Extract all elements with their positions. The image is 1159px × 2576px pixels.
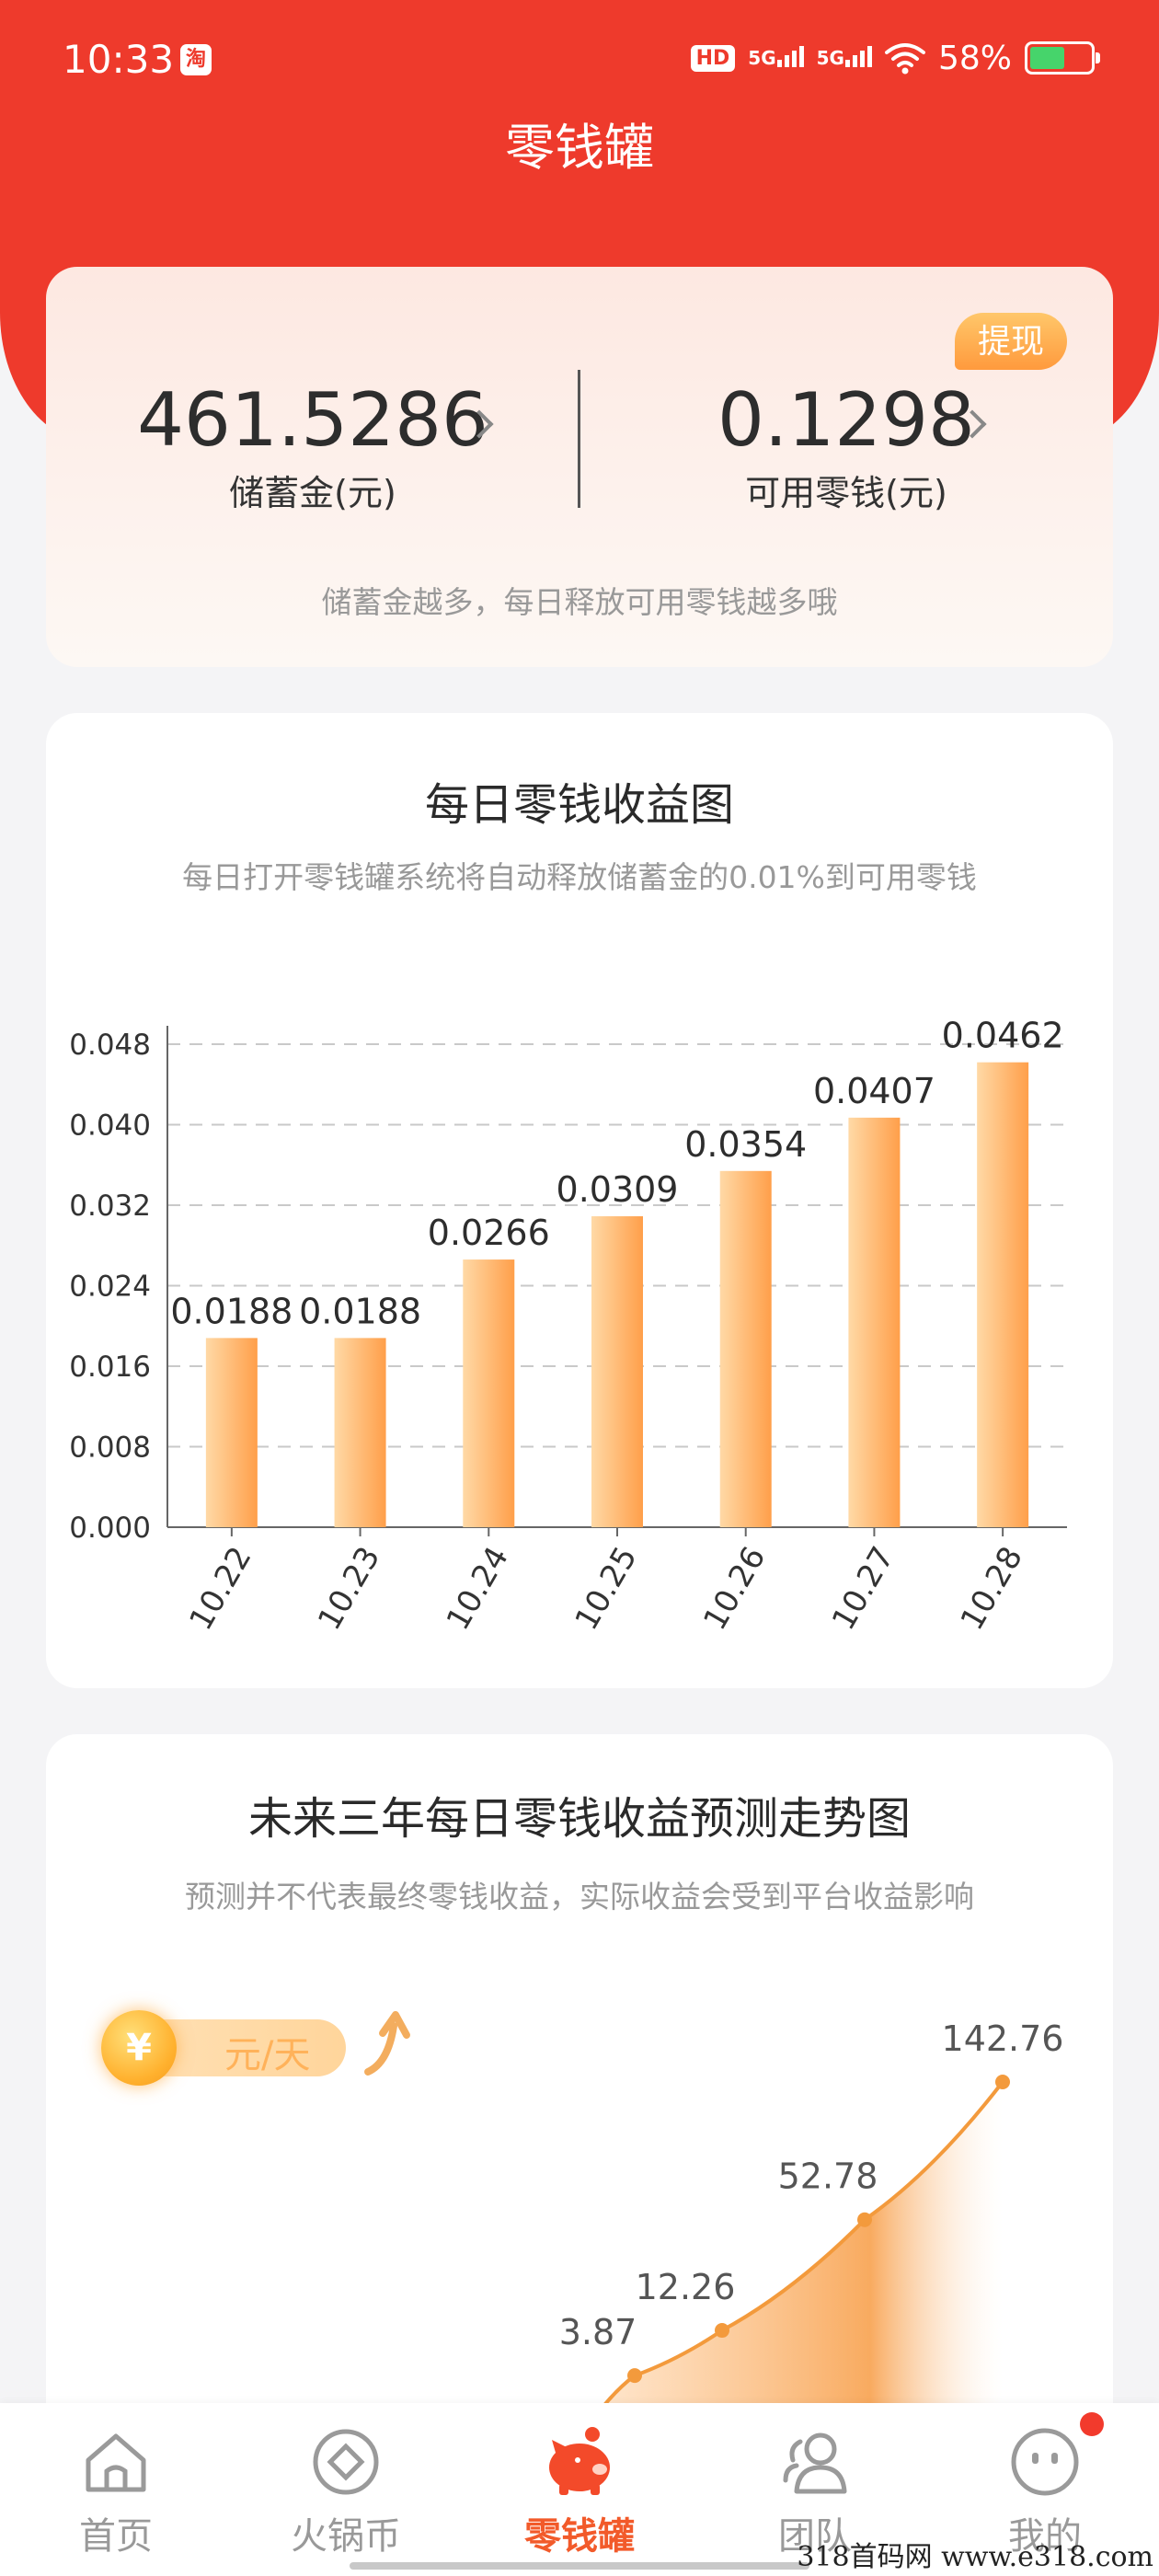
bar-value-label: 0.0188 bbox=[170, 1291, 293, 1331]
x-tick-label: 10.22 bbox=[182, 1541, 258, 1637]
bar-value-label: 0.0266 bbox=[428, 1213, 550, 1253]
x-tick-label: 10.23 bbox=[311, 1541, 387, 1637]
bar bbox=[977, 1062, 1029, 1527]
status-indicators: HD 5G 5G 58% bbox=[690, 37, 1100, 79]
forecast-point bbox=[715, 2323, 729, 2339]
daily-earnings-card: 每日零钱收益图 每日打开零钱罐系统将自动释放储蓄金的0.01%到可用零钱 0.0… bbox=[46, 713, 1113, 1688]
wifi-icon bbox=[884, 43, 925, 75]
bar bbox=[591, 1216, 643, 1527]
y-tick-label: 0.016 bbox=[69, 1351, 151, 1384]
daily-chart-title: 每日零钱收益图 bbox=[424, 779, 734, 831]
status-bar: 10:33 淘 HD 5G 5G 58% bbox=[0, 0, 1159, 120]
coin-icon bbox=[313, 2429, 379, 2495]
x-tick-label: 10.26 bbox=[696, 1541, 773, 1637]
forecast-point bbox=[627, 2368, 642, 2384]
change-value: 0.1298 bbox=[717, 377, 975, 463]
daily-chart-subtitle: 每日打开零钱罐系统将自动释放储蓄金的0.01%到可用零钱 bbox=[182, 859, 977, 895]
notification-dot bbox=[1080, 2412, 1104, 2436]
network-label-2: 5G bbox=[816, 47, 844, 69]
daily-bar-chart: 0.000 0.008 0.016 0.024 0.032 0.040 0.048 0.018… bbox=[69, 1016, 1067, 1637]
savings-value: 461.5286 bbox=[137, 377, 488, 463]
y-tick-label: 0.024 bbox=[69, 1271, 151, 1304]
tab-team-label: 团队 bbox=[778, 2515, 852, 2558]
tab-piggy-bank[interactable]: 零钱罐 bbox=[488, 2403, 671, 2576]
stat-divider bbox=[578, 370, 580, 508]
bar bbox=[334, 1338, 386, 1527]
bar bbox=[848, 1117, 901, 1527]
tab-hotpot-coin[interactable]: 火锅币 bbox=[254, 2403, 438, 2576]
forecast-chart-title: 未来三年每日零钱收益预测走势图 bbox=[247, 1793, 911, 1845]
change-label: 可用零钱(元) bbox=[745, 473, 947, 513]
unit-label: 元/天 bbox=[224, 2034, 311, 2076]
battery-icon bbox=[1025, 41, 1100, 75]
bar-value-label: 0.0354 bbox=[684, 1124, 807, 1165]
coin-icon: ¥ bbox=[101, 2010, 177, 2086]
forecast-point-label: 142.76 bbox=[942, 2018, 1064, 2059]
trend-up-arrow-icon bbox=[364, 2011, 410, 2076]
x-tick-label: 10.27 bbox=[825, 1541, 901, 1637]
change-stat[interactable]: 0.1298 可用零钱(元) bbox=[616, 377, 1076, 515]
bottom-tab-bar: 首页 火锅币 零钱罐 团队 bbox=[0, 2403, 1159, 2576]
forecast-point-label: 12.26 bbox=[636, 2267, 736, 2307]
taobao-notification-icon: 淘 bbox=[180, 44, 212, 75]
forecast-point-label: 52.78 bbox=[778, 2156, 878, 2197]
bar-value-label: 0.0309 bbox=[557, 1169, 679, 1210]
forecast-point-label: 3.87 bbox=[559, 2312, 637, 2352]
tab-profile[interactable]: 我的 bbox=[953, 2403, 1137, 2576]
home-indicator bbox=[350, 2562, 809, 2570]
y-tick-label: 0.008 bbox=[69, 1432, 151, 1465]
y-tick-label: 0.000 bbox=[69, 1512, 151, 1545]
y-tick-label: 0.048 bbox=[69, 1029, 151, 1062]
signal-5g-icon-2: 5G bbox=[816, 46, 872, 69]
profile-icon bbox=[1011, 2428, 1079, 2496]
withdraw-button[interactable]: 提现 bbox=[955, 313, 1067, 370]
hd-voice-icon: HD bbox=[690, 44, 736, 72]
tab-profile-label: 我的 bbox=[1008, 2515, 1082, 2558]
x-tick-label: 10.25 bbox=[568, 1541, 644, 1637]
watermark: 318首码网 www.e318.com bbox=[797, 2541, 1153, 2573]
status-time: 10:33 bbox=[63, 37, 175, 82]
tab-home[interactable]: 首页 bbox=[24, 2403, 208, 2576]
savings-hint: 储蓄金越多，每日释放可用零钱越多哦 bbox=[321, 584, 838, 620]
home-icon bbox=[86, 2433, 146, 2492]
x-tick-label: 10.24 bbox=[440, 1541, 516, 1637]
y-tick-label: 0.040 bbox=[69, 1110, 151, 1143]
bar-value-label: 0.0462 bbox=[942, 1016, 1064, 1056]
tab-piggy-bank-label: 零钱罐 bbox=[524, 2515, 635, 2558]
bar-value-label: 0.0407 bbox=[813, 1071, 935, 1111]
forecast-point bbox=[995, 2075, 1010, 2089]
piggy-bank-icon bbox=[549, 2427, 610, 2495]
savings-stat[interactable]: 461.5286 储蓄金(元) bbox=[83, 377, 543, 515]
bar bbox=[463, 1259, 515, 1527]
balance-card: 提现 461.5286 储蓄金(元) 0.1298 可用零钱(元) 储蓄金越多，… bbox=[46, 267, 1113, 667]
x-tick-label: 10.28 bbox=[954, 1541, 1030, 1637]
forecast-chart-subtitle: 预测并不代表最终零钱收益，实际收益会受到平台收益影响 bbox=[185, 1879, 974, 1915]
forecast-point bbox=[857, 2212, 872, 2227]
battery-percent: 58% bbox=[937, 39, 1012, 77]
tab-home-label: 首页 bbox=[79, 2515, 153, 2558]
bar bbox=[205, 1338, 258, 1527]
team-icon bbox=[783, 2432, 847, 2494]
y-tick-label: 0.032 bbox=[69, 1190, 151, 1223]
page-title: 零钱罐 bbox=[505, 119, 654, 177]
forecast-line bbox=[559, 2080, 1004, 2471]
bar-value-label: 0.0188 bbox=[299, 1291, 421, 1331]
bar bbox=[719, 1170, 772, 1527]
tab-team[interactable]: 团队 bbox=[723, 2403, 907, 2576]
savings-label: 储蓄金(元) bbox=[229, 473, 396, 513]
signal-5g-icon: 5G bbox=[748, 46, 804, 69]
network-label-1: 5G bbox=[748, 47, 776, 69]
tab-hotpot-coin-label: 火锅币 bbox=[291, 2515, 401, 2558]
